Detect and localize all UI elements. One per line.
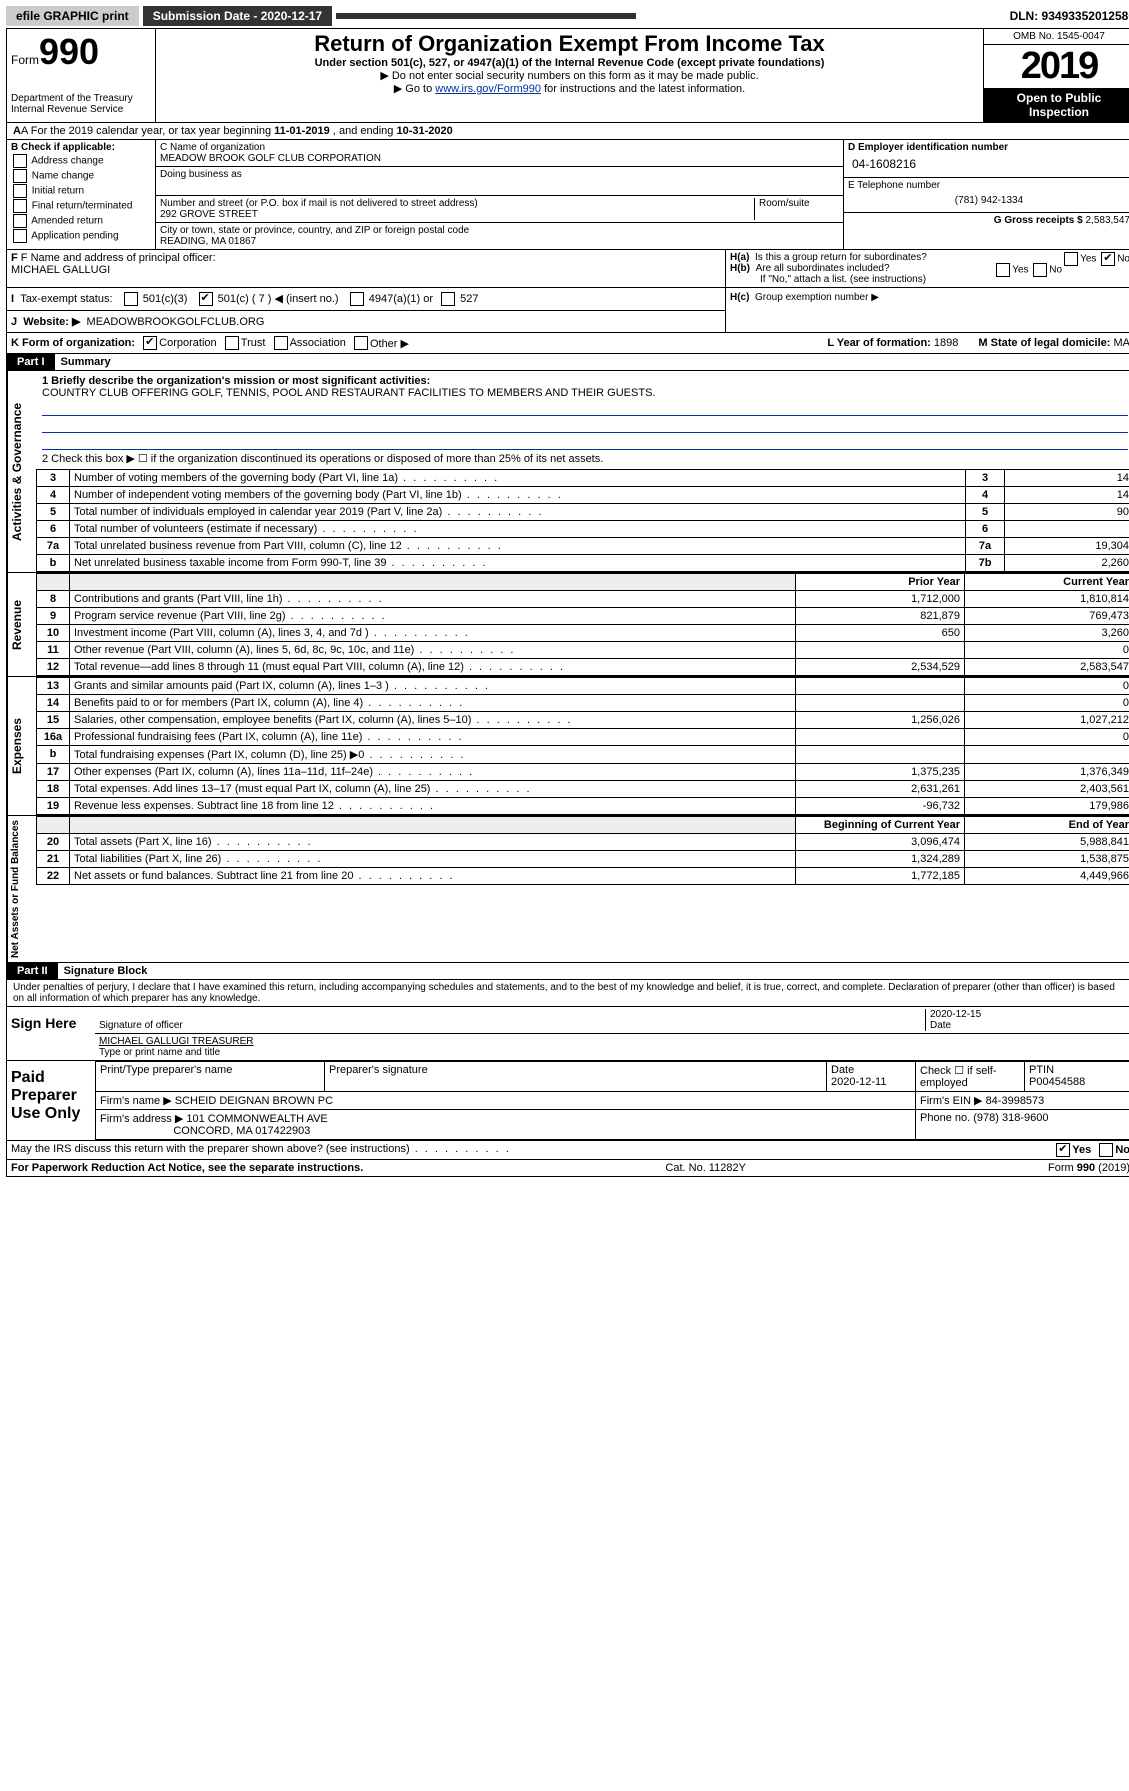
room-suite: Room/suite: [754, 198, 839, 220]
part1-header: Part I Summary: [6, 354, 1129, 371]
discuss-row: May the IRS discuss this return with the…: [6, 1141, 1129, 1160]
mission-text: COUNTRY CLUB OFFERING GOLF, TENNIS, POOL…: [42, 387, 655, 399]
form-header: Form990 Department of the Treasury Inter…: [6, 28, 1129, 123]
top-toolbar: efile GRAPHIC print Submission Date - 20…: [6, 6, 1129, 26]
submission-date: Submission Date - 2020-12-17: [143, 6, 332, 26]
main-title: Return of Organization Exempt From Incom…: [160, 31, 979, 57]
form-prefix: Form: [11, 53, 39, 67]
form-number: 990: [39, 31, 99, 72]
revenue-table: Prior YearCurrent Year8Contributions and…: [36, 573, 1129, 676]
ein-value: 04-1608216: [848, 153, 1129, 175]
dept-treasury: Department of the Treasury Internal Reve…: [11, 93, 151, 115]
dba-label: Doing business as: [160, 169, 839, 180]
footer-row: For Paperwork Reduction Act Notice, see …: [6, 1160, 1129, 1177]
row-fh: F F Name and address of principal office…: [6, 250, 1129, 288]
sign-here-block: Sign Here Signature of officer 2020-12-1…: [6, 1007, 1129, 1061]
part2-header: Part II Signature Block: [6, 963, 1129, 980]
spacer-bar: [336, 13, 636, 19]
col-right: D Employer identification number 04-1608…: [844, 140, 1129, 249]
instr-1: ▶ Do not enter social security numbers o…: [160, 69, 979, 82]
governance-section: Activities & Governance 1 Briefly descri…: [6, 371, 1129, 573]
netassets-section: Net Assets or Fund Balances Beginning of…: [6, 816, 1129, 963]
website-value: MEADOWBROOKGOLFCLUB.ORG: [87, 316, 265, 328]
governance-table: 3Number of voting members of the governi…: [36, 469, 1129, 572]
open-public: Open to Public Inspection: [984, 88, 1129, 122]
efile-button[interactable]: efile GRAPHIC print: [6, 6, 139, 26]
officer-sig-name: MICHAEL GALLUGI TREASURER: [99, 1036, 253, 1047]
row-ij: I Tax-exempt status: 501(c)(3) 501(c) ( …: [6, 288, 1129, 333]
officer-name: MICHAEL GALLUGI: [11, 264, 110, 276]
tax-year: 2019: [984, 45, 1129, 88]
omb: OMB No. 1545-0047: [984, 29, 1129, 45]
expenses-section: Expenses 13Grants and similar amounts pa…: [6, 677, 1129, 816]
perjury-text: Under penalties of perjury, I declare th…: [6, 980, 1129, 1007]
dln: DLN: 93493352012580: [1010, 9, 1129, 23]
org-name: MEADOW BROOK GOLF CLUB CORPORATION: [160, 153, 839, 164]
street-address: 292 GROVE STREET: [160, 209, 754, 220]
col-c: C Name of organization MEADOW BROOK GOLF…: [156, 140, 844, 249]
col-b: B Check if applicable: Address change Na…: [7, 140, 156, 249]
subtitle: Under section 501(c), 527, or 4947(a)(1)…: [160, 57, 979, 69]
city-label: City or town, state or province, country…: [160, 225, 839, 236]
city-value: READING, MA 01867: [160, 236, 839, 247]
org-name-label: C Name of organization: [160, 142, 839, 153]
row-a: AA For the 2019 calendar year, or tax ye…: [6, 123, 1129, 140]
tel-label: E Telephone number: [848, 180, 1129, 191]
revenue-section: Revenue Prior YearCurrent Year8Contribut…: [6, 573, 1129, 677]
netassets-table: Beginning of Current YearEnd of Year20To…: [36, 816, 1129, 885]
expenses-table: 13Grants and similar amounts paid (Part …: [36, 677, 1129, 815]
main-grid: B Check if applicable: Address change Na…: [6, 140, 1129, 250]
addr-label: Number and street (or P.O. box if mail i…: [160, 198, 754, 209]
ein-label: D Employer identification number: [848, 142, 1008, 153]
row-k: K Form of organization: Corporation Trus…: [6, 333, 1129, 354]
instr-2: ▶ Go to www.irs.gov/Form990 for instruct…: [160, 82, 979, 95]
gross-receipts: 2,583,547: [1086, 215, 1129, 226]
paid-preparer-block: Paid Preparer Use Only Print/Type prepar…: [6, 1061, 1129, 1141]
irs-link[interactable]: www.irs.gov/Form990: [435, 83, 541, 95]
tel-value: (781) 942-1334: [848, 191, 1129, 210]
